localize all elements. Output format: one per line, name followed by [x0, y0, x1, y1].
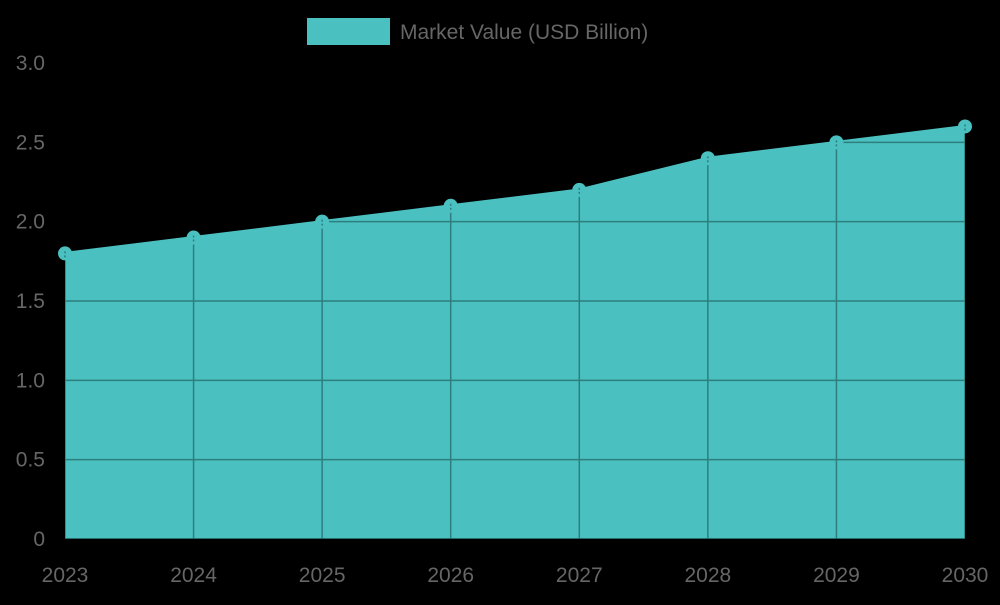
- x-tick-label: 2023: [42, 564, 89, 587]
- x-tick-label: 2027: [556, 564, 603, 587]
- x-tick-label: 2028: [684, 564, 731, 587]
- area-series: [64, 124, 966, 539]
- y-tick-label: 2.0: [16, 211, 45, 234]
- x-tick-label: 2024: [170, 564, 217, 587]
- x-axis-ticks: 2023 2024 2025 2026 2027 2028 2029 2030: [42, 564, 989, 587]
- area-fill: [65, 126, 965, 539]
- y-tick-label: 0.5: [16, 449, 45, 472]
- x-tick-label: 2026: [427, 564, 474, 587]
- legend-label: Market Value (USD Billion): [400, 21, 648, 44]
- x-tick-label: 2025: [299, 564, 346, 587]
- y-tick-label: 1.0: [16, 369, 45, 392]
- legend[interactable]: Market Value (USD Billion): [307, 18, 648, 45]
- y-tick-label: 0: [33, 528, 45, 551]
- y-tick-label: 2.5: [16, 131, 45, 154]
- data-points: [58, 119, 972, 261]
- area-line: [64, 124, 966, 255]
- data-point[interactable]: [958, 119, 972, 134]
- x-tick-label: 2029: [813, 564, 860, 587]
- x-tick-label: 2030: [942, 564, 989, 587]
- legend-swatch: [307, 18, 390, 45]
- y-tick-label: 1.5: [16, 290, 45, 313]
- y-tick-label: 3.0: [16, 52, 45, 75]
- y-axis-ticks: 0 0.5 1.0 1.5 2.0 2.5 3.0: [16, 52, 45, 551]
